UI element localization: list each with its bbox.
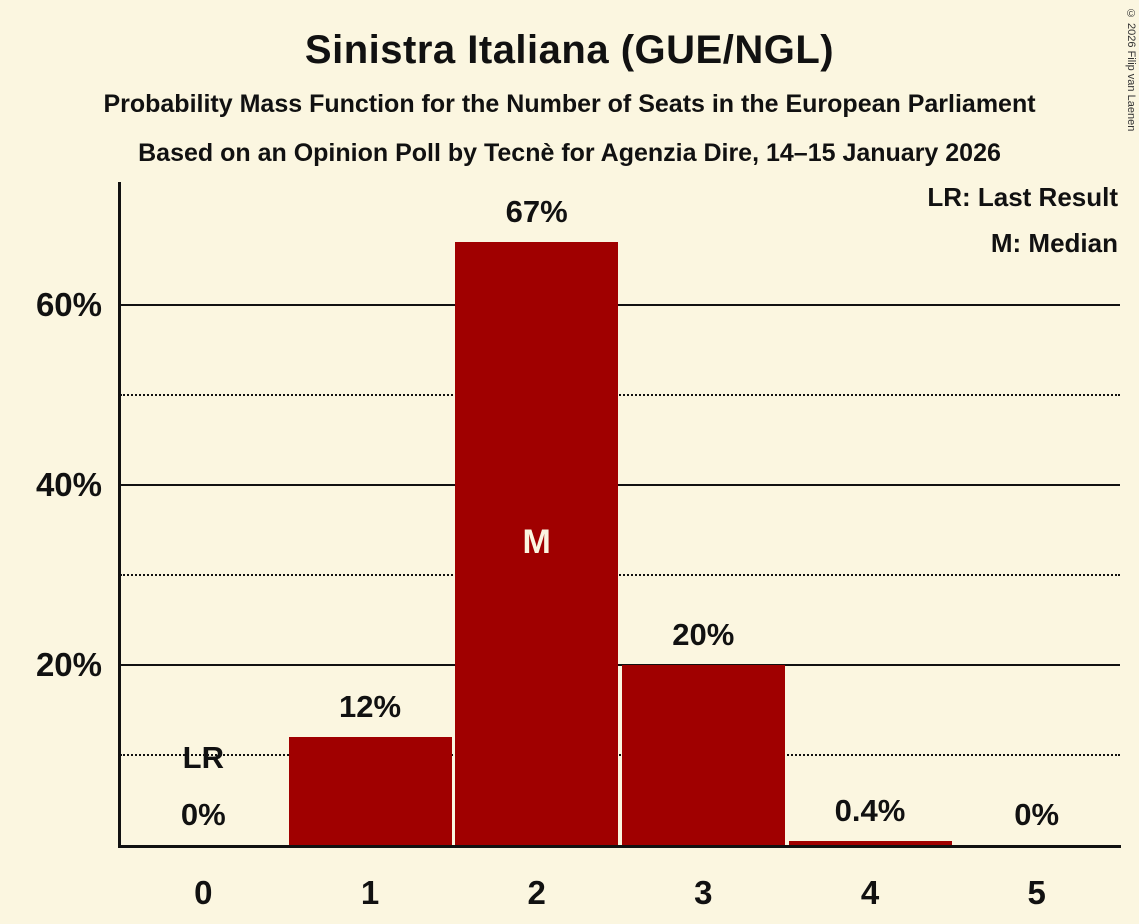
bar-seats-1 — [288, 737, 452, 845]
gridline-dotted — [120, 754, 1120, 756]
legend-last-result: LR: Last Result — [927, 182, 1118, 212]
copyright-notice: © 2026 Filip van Laenen — [1125, 8, 1137, 132]
x-tick-label: 1 — [360, 874, 380, 911]
legend-median: M: Median — [990, 228, 1118, 258]
bar-value-label: 12% — [338, 689, 402, 724]
gridline-solid — [120, 304, 1120, 306]
median-label: M — [522, 522, 551, 561]
gridline-solid — [120, 484, 1120, 486]
gridline-solid — [120, 664, 1120, 666]
y-tick-label: 60% — [35, 286, 102, 323]
chart-source-line: Based on an Opinion Poll by Tecnè for Ag… — [138, 139, 1001, 167]
gridline-dotted — [120, 574, 1120, 576]
x-tick-label: 2 — [527, 874, 546, 911]
x-tick-label: 3 — [694, 874, 713, 911]
chart-subtitle: Probability Mass Function for the Number… — [103, 90, 1036, 118]
bar-seats-3 — [621, 665, 785, 845]
x-axis-line — [118, 845, 1121, 848]
x-tick-label: 4 — [860, 874, 880, 911]
gridline-dotted — [120, 394, 1120, 396]
bar-value-label: 0.4% — [834, 793, 906, 829]
bar-value-label: 67% — [505, 194, 568, 229]
bar-seats-2 — [455, 242, 619, 845]
y-tick-label: 40% — [35, 466, 102, 503]
bar-value-label: 0% — [1014, 797, 1060, 832]
bar-value-label: 0% — [180, 797, 226, 832]
x-tick-label: 0 — [194, 874, 213, 911]
y-tick-label: 20% — [35, 646, 102, 683]
y-axis-line — [118, 182, 121, 848]
bar-seats-4 — [788, 841, 952, 845]
bar-value-label: 20% — [672, 617, 735, 652]
last-result-label: LR — [182, 740, 224, 775]
chart-title: Sinistra Italiana (GUE/NGL) — [304, 28, 835, 72]
x-tick-label: 5 — [1027, 874, 1046, 911]
